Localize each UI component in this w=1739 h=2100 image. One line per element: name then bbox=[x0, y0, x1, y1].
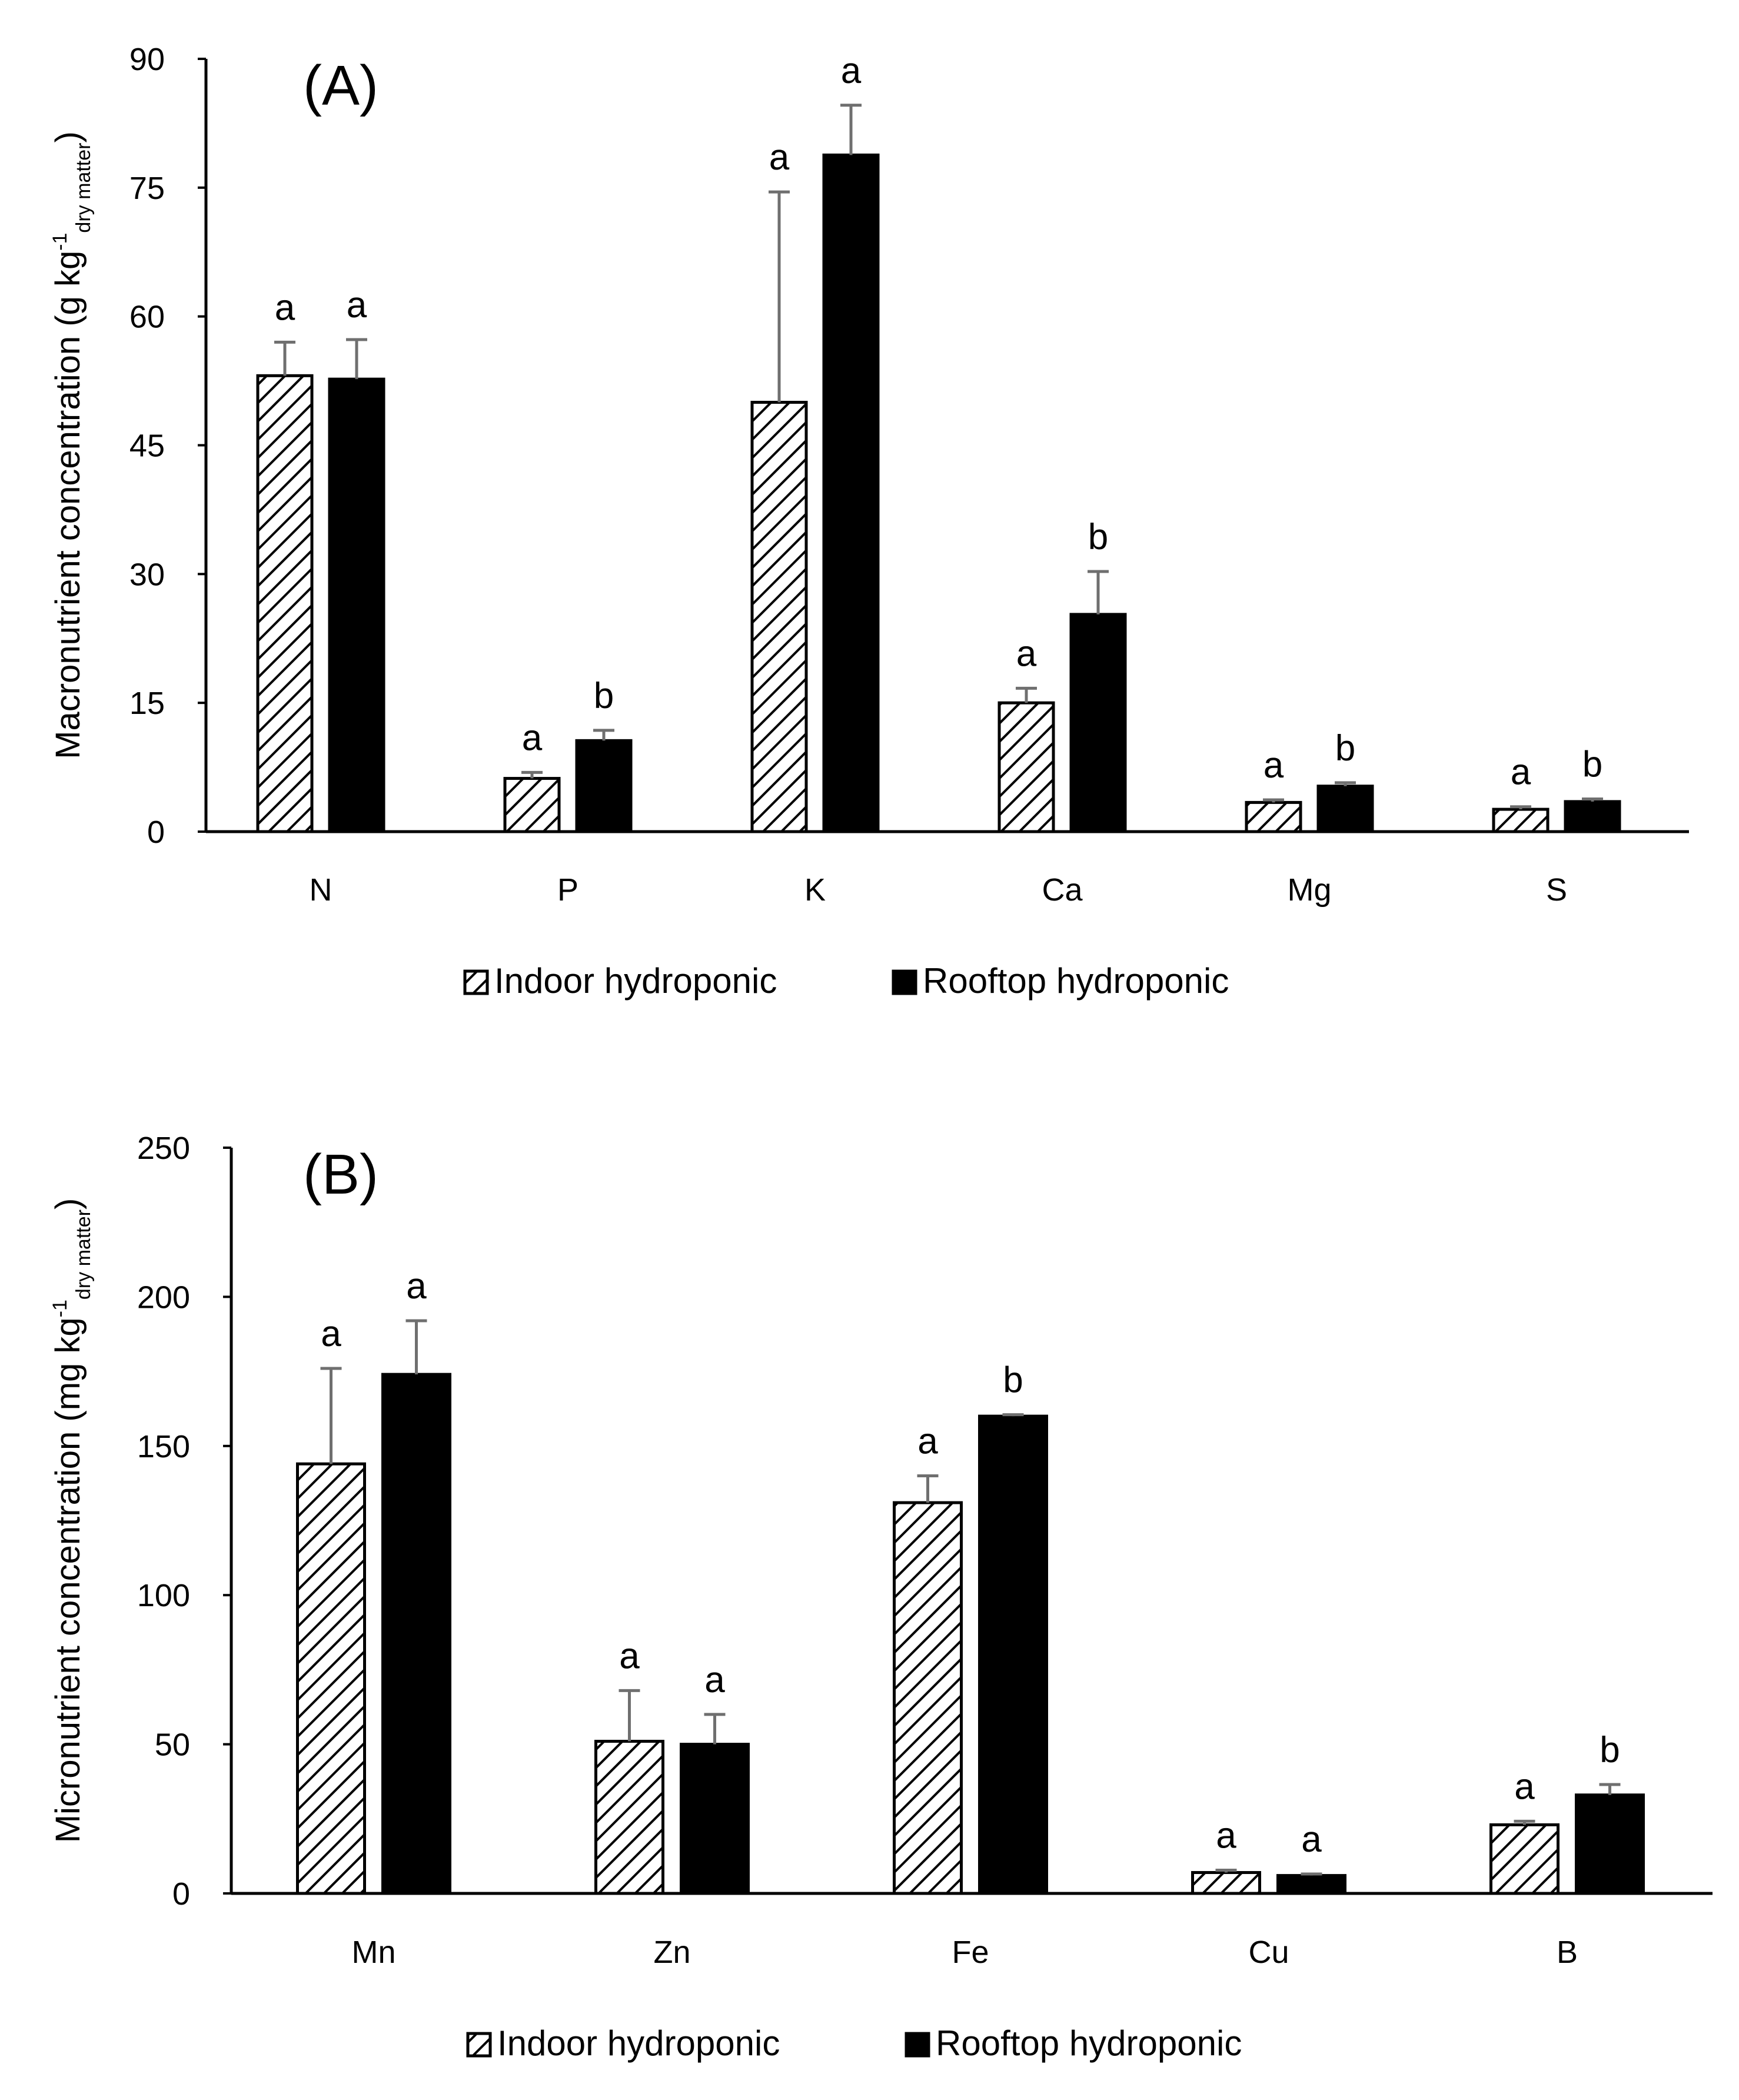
bar-rooftop-hydroponic bbox=[680, 1743, 750, 1895]
y-tick-label: 0 bbox=[147, 815, 165, 850]
bar-indoor-hydroponic bbox=[1492, 808, 1550, 833]
x-category-label: Fe bbox=[952, 1935, 989, 1970]
x-category-label: Cu bbox=[1248, 1935, 1289, 1970]
significance-letter: b bbox=[1582, 745, 1602, 785]
bar-rooftop-hydroponic bbox=[1276, 1874, 1346, 1895]
bar-indoor-hydroponic bbox=[997, 701, 1055, 833]
significance-letter: a bbox=[1511, 752, 1531, 793]
x-category-label: S bbox=[1546, 872, 1567, 908]
y-tick-label: 15 bbox=[129, 686, 165, 721]
significance-letter: b bbox=[1600, 1730, 1620, 1770]
significance-letter: a bbox=[841, 51, 862, 91]
bar-rooftop-hydroponic bbox=[575, 739, 633, 833]
x-category-label: P bbox=[557, 872, 578, 908]
significance-letter: a bbox=[1216, 1815, 1236, 1856]
y-axis-title-subscript: dry matter bbox=[72, 1210, 95, 1300]
significance-letter: a bbox=[704, 1660, 725, 1700]
y-axis-title-subscript: dry matter bbox=[72, 143, 95, 233]
y-axis-title-superscript: -1 bbox=[49, 233, 71, 251]
bar-indoor-hydroponic bbox=[594, 1740, 664, 1895]
bar-indoor-hydroponic bbox=[256, 374, 314, 833]
panel-label: (B) bbox=[303, 1143, 378, 1206]
y-tick-label: 0 bbox=[172, 1876, 190, 1912]
significance-letter: a bbox=[769, 137, 790, 178]
significance-letter: a bbox=[1514, 1766, 1535, 1807]
legend-swatch-rooftop bbox=[905, 2032, 930, 2058]
bar-rooftop-hydroponic bbox=[328, 377, 385, 833]
panel-label: (A) bbox=[303, 54, 378, 117]
y-tick-label: 60 bbox=[129, 300, 165, 335]
significance-letter: b bbox=[1335, 728, 1355, 769]
y-axis-title-close: ) bbox=[49, 131, 87, 142]
y-tick-label: 30 bbox=[129, 557, 165, 592]
legend-swatch-rooftop bbox=[892, 969, 917, 995]
y-tick-label: 50 bbox=[155, 1727, 190, 1763]
significance-letter: a bbox=[1263, 745, 1284, 786]
significance-letter: b bbox=[1088, 517, 1108, 557]
y-tick-label: 45 bbox=[129, 428, 165, 464]
bar-rooftop-hydroponic bbox=[1564, 800, 1621, 833]
bar-rooftop-hydroponic bbox=[1316, 785, 1374, 833]
bar-indoor-hydroponic bbox=[1191, 1871, 1261, 1895]
y-tick-label: 200 bbox=[137, 1280, 190, 1315]
bar-indoor-hydroponic bbox=[1245, 800, 1302, 833]
bar-rooftop-hydroponic bbox=[1575, 1793, 1645, 1895]
bar-indoor-hydroponic bbox=[503, 777, 561, 833]
significance-letter: a bbox=[917, 1421, 938, 1461]
bar-indoor-hydroponic bbox=[296, 1462, 366, 1895]
x-category-label: Zn bbox=[653, 1935, 690, 1970]
y-axis-title-main: Macronutrient concentration (g kg bbox=[49, 251, 87, 759]
x-category-label: Mg bbox=[1287, 872, 1331, 908]
significance-letter: a bbox=[522, 717, 543, 758]
panel-b-micronutrient-chart: 0 50 100 150 200 250 Micronutrient concentrati… bbox=[49, 1131, 1713, 2063]
y-tick-label: 250 bbox=[137, 1131, 190, 1166]
legend-label-indoor: Indoor hydroponic bbox=[494, 961, 777, 1001]
y-tick-label: 90 bbox=[129, 42, 165, 77]
y-tick-label: 150 bbox=[137, 1429, 190, 1464]
legend-swatch-indoor bbox=[463, 969, 489, 995]
legend-label-rooftop: Rooftop hydroponic bbox=[923, 961, 1229, 1001]
bar-indoor-hydroponic bbox=[1489, 1823, 1560, 1895]
x-category-label: K bbox=[804, 872, 826, 908]
significance-letter: a bbox=[406, 1266, 427, 1307]
y-axis-title: Macronutrient concentration (g kg-1dry m… bbox=[49, 131, 95, 759]
significance-letter: b bbox=[1003, 1360, 1023, 1401]
y-tick-label: 75 bbox=[129, 171, 165, 206]
y-axis-title-close: ) bbox=[49, 1198, 87, 1210]
bar-indoor-hydroponic bbox=[893, 1501, 963, 1895]
bar-rooftop-hydroponic bbox=[381, 1373, 451, 1895]
panel-a-macronutrient-chart: 0 15 30 45 60 75 90 Macronutrient concentration… bbox=[49, 42, 1689, 1001]
legend-label-indoor: Indoor hydroponic bbox=[497, 2023, 780, 2063]
y-tick-label: 100 bbox=[137, 1578, 190, 1613]
bar-indoor-hydroponic bbox=[750, 401, 808, 833]
y-axis-title-superscript: -1 bbox=[49, 1300, 71, 1317]
legend-swatch-indoor bbox=[466, 2032, 492, 2058]
x-category-label: N bbox=[310, 872, 332, 908]
bar-rooftop-hydroponic bbox=[822, 153, 880, 833]
y-axis-title: Micronutrient concentration (mg kg-1dry … bbox=[49, 1198, 95, 1843]
y-axis-title-main: Micronutrient concentration (mg kg bbox=[49, 1317, 87, 1843]
significance-letter: a bbox=[1016, 633, 1037, 674]
significance-letter: a bbox=[275, 287, 295, 328]
significance-letter: a bbox=[347, 285, 367, 325]
legend-label-rooftop: Rooftop hydroponic bbox=[936, 2023, 1242, 2063]
significance-letter: a bbox=[1301, 1819, 1322, 1860]
significance-letter: a bbox=[619, 1636, 640, 1676]
x-category-label: Ca bbox=[1042, 872, 1083, 908]
bar-rooftop-hydroponic bbox=[978, 1414, 1048, 1895]
x-category-label: Mn bbox=[351, 1935, 395, 1970]
significance-letter: b bbox=[594, 676, 614, 716]
x-category-label: B bbox=[1557, 1935, 1578, 1970]
bar-rooftop-hydroponic bbox=[1069, 613, 1127, 833]
significance-letter: a bbox=[321, 1314, 341, 1354]
